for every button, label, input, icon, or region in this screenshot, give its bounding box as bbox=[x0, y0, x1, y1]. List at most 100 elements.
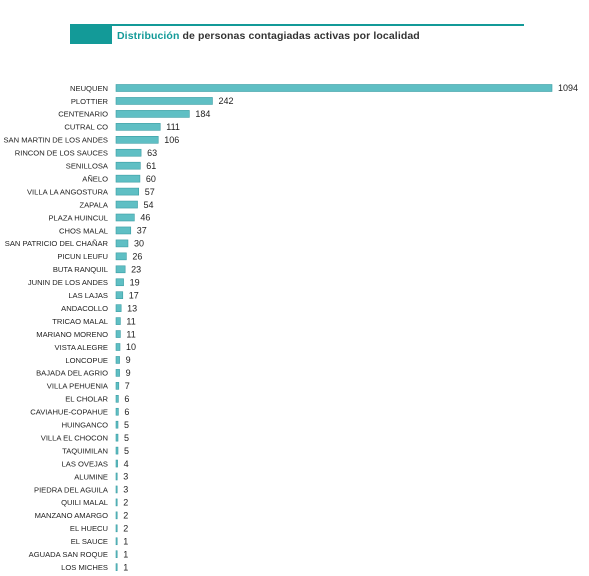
category-label: CENTENARIO bbox=[58, 110, 108, 119]
value-label: 60 bbox=[146, 174, 156, 184]
value-label: 17 bbox=[129, 290, 139, 300]
bar bbox=[115, 485, 118, 494]
bar bbox=[115, 97, 213, 105]
value-label: 30 bbox=[134, 239, 144, 249]
bar bbox=[115, 343, 121, 351]
category-label: LAS OVEJAS bbox=[62, 459, 108, 468]
category-label: EL SAUCE bbox=[71, 537, 108, 546]
bar bbox=[115, 265, 126, 274]
bar bbox=[115, 498, 118, 507]
bar bbox=[115, 459, 118, 468]
category-label: LAS LAJAS bbox=[68, 291, 108, 300]
title-accent-bar bbox=[70, 24, 112, 44]
value-label: 1 bbox=[123, 549, 128, 559]
value-label: 57 bbox=[145, 187, 155, 197]
category-label: LONCOPUE bbox=[65, 356, 108, 365]
value-label: 61 bbox=[146, 161, 156, 171]
category-label: ZAPALA bbox=[79, 200, 108, 209]
value-label: 26 bbox=[132, 252, 142, 262]
bar bbox=[115, 537, 118, 546]
bar bbox=[115, 161, 141, 170]
bar bbox=[115, 226, 132, 235]
category-label: CHOS MALAL bbox=[59, 226, 108, 235]
category-label: SENILLOSA bbox=[66, 162, 109, 171]
bar bbox=[115, 369, 120, 377]
value-label: 4 bbox=[124, 459, 129, 469]
bar bbox=[115, 472, 118, 481]
category-label: BUTA RANQUIL bbox=[53, 265, 108, 274]
bar bbox=[115, 356, 120, 364]
bar bbox=[115, 123, 161, 131]
bar bbox=[115, 200, 138, 209]
value-label: 7 bbox=[125, 381, 130, 391]
category-label: VISTA ALEGRE bbox=[55, 343, 108, 352]
category-label: SAN MARTIN DE LOS ANDES bbox=[3, 136, 108, 145]
bar bbox=[115, 433, 119, 442]
bar bbox=[115, 278, 124, 287]
value-label: 3 bbox=[123, 472, 128, 482]
category-label: CUTRAL CO bbox=[64, 123, 108, 132]
category-label: JUNIN DE LOS ANDES bbox=[28, 278, 108, 287]
value-label: 23 bbox=[131, 265, 141, 275]
chart-title-highlight: Distribución bbox=[117, 30, 180, 42]
category-label: CAVIAHUE-COPAHUE bbox=[30, 408, 108, 417]
value-label: 10 bbox=[126, 342, 136, 352]
bar bbox=[115, 420, 119, 429]
category-labels: NEUQUEN PLOTTIER CENTENARIO CUTRAL CO SAN MA… bbox=[3, 84, 108, 572]
category-label: RINCON DE LOS SAUCES bbox=[15, 149, 108, 158]
bar bbox=[115, 187, 140, 196]
category-label: AÑELO bbox=[82, 174, 108, 183]
chart-title: Distribución de personas contagiadas act… bbox=[117, 30, 420, 42]
category-label: PLOTTIER bbox=[71, 97, 109, 106]
bar bbox=[115, 136, 159, 144]
category-label: SAN PATRICIO DEL CHAÑAR bbox=[5, 239, 109, 248]
bar bbox=[115, 407, 119, 416]
category-label: NEUQUEN bbox=[70, 84, 108, 93]
value-labels: 1094242184111106636160575446373026231917… bbox=[123, 83, 578, 572]
chart-title-rest: de personas contagiadas activas por loca… bbox=[179, 30, 420, 42]
value-label: 11 bbox=[126, 316, 135, 326]
bar bbox=[115, 84, 553, 92]
category-label: PICUN LEUFU bbox=[57, 252, 108, 261]
value-label: 6 bbox=[124, 394, 129, 404]
value-label: 242 bbox=[218, 96, 233, 106]
bar bbox=[115, 446, 119, 455]
bar bbox=[115, 291, 124, 300]
value-label: 19 bbox=[130, 277, 140, 287]
category-label: VILLA PEHUENIA bbox=[47, 382, 109, 391]
category-label: EL CHOLAR bbox=[65, 395, 108, 404]
value-label: 2 bbox=[123, 524, 128, 534]
value-label: 6 bbox=[124, 407, 129, 417]
category-label: HUINGANCO bbox=[62, 421, 109, 430]
category-label: TRICAO MALAL bbox=[52, 317, 108, 326]
category-label: EL HUECU bbox=[70, 524, 108, 533]
value-label: 63 bbox=[147, 148, 157, 158]
bar bbox=[115, 317, 121, 325]
bar bbox=[115, 511, 118, 520]
bar bbox=[115, 550, 118, 559]
value-label: 1 bbox=[123, 536, 128, 546]
value-label: 13 bbox=[127, 303, 137, 313]
value-label: 184 bbox=[195, 109, 210, 119]
category-label: LOS MICHES bbox=[61, 563, 108, 572]
category-label: ANDACOLLO bbox=[61, 304, 108, 313]
value-label: 2 bbox=[123, 498, 128, 508]
value-label: 37 bbox=[137, 226, 147, 236]
value-label: 1094 bbox=[558, 83, 578, 93]
value-label: 106 bbox=[164, 135, 179, 145]
value-label: 46 bbox=[140, 213, 150, 223]
value-label: 9 bbox=[126, 368, 131, 378]
category-label: PIEDRA DEL AGUILA bbox=[34, 485, 109, 494]
bar bbox=[115, 382, 120, 390]
value-label: 5 bbox=[124, 433, 129, 443]
value-label: 1 bbox=[123, 562, 128, 572]
bar bbox=[115, 304, 122, 312]
category-label: VILLA LA ANGOSTURA bbox=[27, 187, 109, 196]
bar bbox=[115, 252, 127, 261]
value-label: 2 bbox=[123, 511, 128, 521]
value-label: 5 bbox=[124, 446, 129, 456]
value-label: 3 bbox=[123, 485, 128, 495]
category-label: PLAZA HUINCUL bbox=[48, 213, 108, 222]
value-label: 9 bbox=[126, 355, 131, 365]
